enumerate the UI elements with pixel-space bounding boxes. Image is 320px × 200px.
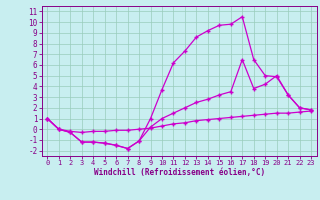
X-axis label: Windchill (Refroidissement éolien,°C): Windchill (Refroidissement éolien,°C) — [94, 168, 265, 177]
